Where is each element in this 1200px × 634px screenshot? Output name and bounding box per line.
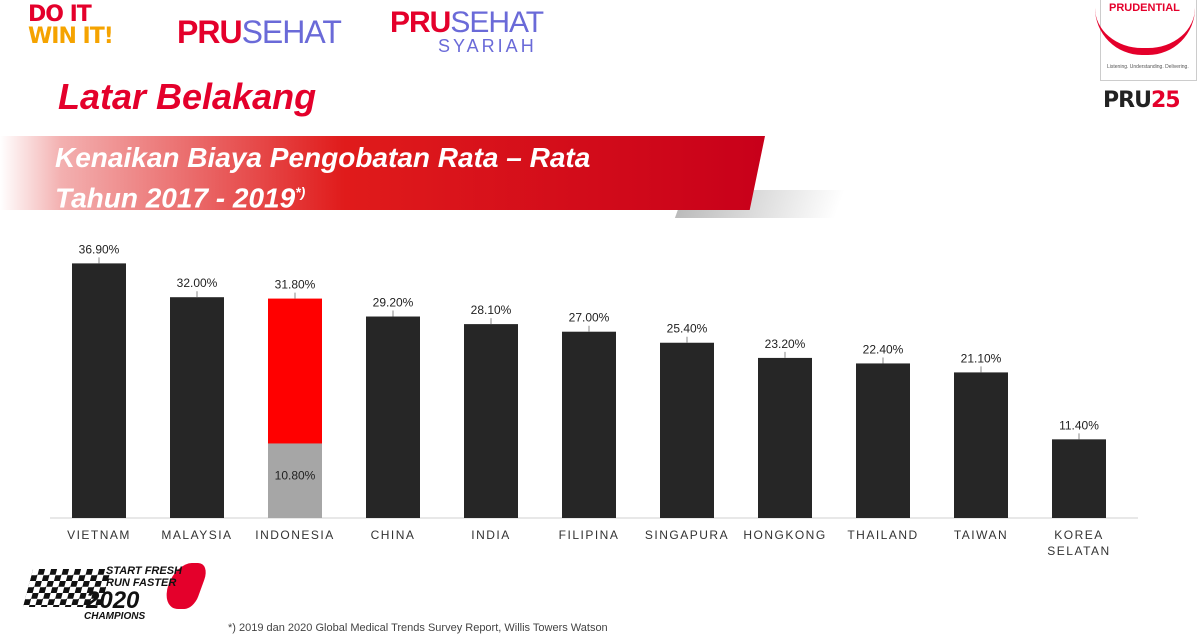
bar-base-label: 10.80% [275,468,316,482]
x-tick-label: KOREA [1054,528,1104,542]
x-tick-label: INDONESIA [255,528,335,542]
title-banner [0,136,765,210]
syariah-sehat: SEHAT [450,6,544,39]
bar-malaysia [170,297,224,518]
do-it-win-it-logo: DO IT WIN IT! [28,4,143,48]
banner-line1: Kenaikan Biaya Pengobatan Rata – Rata [55,142,591,173]
source-footnote: *) 2019 dan 2020 Global Medical Trends S… [228,622,608,634]
page-title: Latar Belakang [58,76,317,117]
x-tick-label: SELATAN [1047,544,1110,558]
bar-vietnam [72,263,126,518]
banner-footnote-mark: *) [295,184,306,200]
data-label: 25.40% [667,322,708,336]
data-label: 28.10% [471,303,512,317]
syariah-sub: SYARIAH [438,36,537,56]
bar-thailand [856,363,910,518]
banner-line2-text: Tahun 2017 - 2019 [55,182,296,214]
prusehat-pru: PRU [177,14,243,50]
bar-singapura [660,342,714,518]
run-2020-logo: START FRESH RUN FASTER 2020 CHAMPIONS [22,563,211,625]
syariah-pru: PRU [390,6,451,39]
data-label: 21.10% [961,351,1002,365]
pru25-logo: PRU25 [1103,88,1181,113]
x-tick-label: CHINA [371,528,416,542]
prusehat-syariah-logo: PRUSEHAT SYARIAH [390,6,544,56]
run2020-line3: 2020 [86,587,140,614]
bar-indonesia [268,298,322,444]
bar-hongkong [758,357,812,518]
run2020-line1: START FRESH [106,565,182,577]
prudential-tagline: Listening. Understanding. Delivering. [1107,64,1189,70]
prusehat-sehat: SEHAT [241,14,342,50]
doit-line2: WIN IT! [28,24,114,49]
banner-line2: Tahun 2017 - 2019*) [55,175,590,215]
x-tick-label: THAILAND [847,528,918,542]
prudential-name: PRUDENTIAL [1109,2,1180,14]
pru25-pru: PRU [1103,88,1152,113]
run2020-line2: RUN FASTER [106,577,177,589]
data-label: 23.20% [765,337,806,351]
data-label: 29.20% [373,296,414,310]
bar-india [464,324,518,518]
bar-chart: 36.90% VIETNAM 32.00% MALAYSIA 10.80% 31.80% I… [50,242,1138,558]
prudential-logo: PRUDENTIAL Listening. Understanding. Del… [1095,0,1197,81]
pru25-num: 25 [1150,88,1181,113]
bar-filipina [562,331,616,518]
data-label: 36.90% [79,242,120,256]
bar-china [366,316,420,518]
bar-korea-selatan [1052,439,1106,518]
x-tick-label: FILIPINA [559,528,620,542]
data-label: 32.00% [177,276,218,290]
data-label: 22.40% [863,342,904,356]
prusehat-logo: PRUSEHAT [177,14,342,51]
x-tick-label: MALAYSIA [161,528,232,542]
run2020-line4: CHAMPIONS [84,611,146,622]
bar-base-indonesia [268,443,322,518]
bar-taiwan [954,372,1008,518]
x-tick-label: SINGAPURA [645,528,729,542]
x-tick-label: HONGKONG [743,528,826,542]
banner-text: Kenaikan Biaya Pengobatan Rata – Rata Ta… [55,140,590,215]
data-label: 31.80% [275,278,316,292]
doit-line1: DO IT [28,2,92,27]
x-tick-label: INDIA [471,528,511,542]
data-label: 27.00% [569,311,610,325]
x-tick-label: TAIWAN [954,528,1008,542]
x-tick-label: VIETNAM [67,528,131,542]
prudential-swoosh [1095,8,1195,55]
data-label: 11.40% [1059,418,1099,432]
